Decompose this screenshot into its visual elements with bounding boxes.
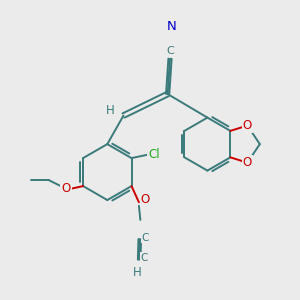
Text: C: C	[141, 232, 149, 243]
Text: O: O	[243, 156, 252, 169]
Text: Cl: Cl	[148, 148, 160, 161]
Text: H: H	[133, 266, 142, 278]
Text: C: C	[141, 253, 148, 263]
Text: O: O	[141, 193, 150, 206]
Text: N: N	[167, 20, 176, 33]
Text: O: O	[61, 182, 70, 195]
Text: C: C	[166, 46, 174, 56]
Text: O: O	[243, 119, 252, 132]
Text: H: H	[106, 104, 115, 117]
